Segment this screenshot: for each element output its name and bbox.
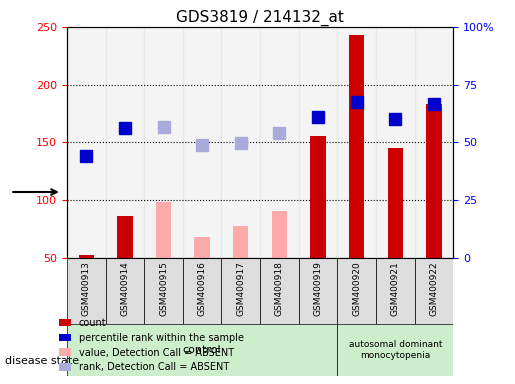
Bar bbox=[194, 237, 210, 258]
Text: GSM400916: GSM400916 bbox=[198, 261, 207, 316]
Text: GSM400921: GSM400921 bbox=[391, 261, 400, 316]
Bar bbox=[144, 27, 183, 258]
Bar bbox=[156, 202, 171, 258]
Text: disease state: disease state bbox=[5, 356, 79, 366]
Text: GSM400920: GSM400920 bbox=[352, 261, 361, 316]
Text: autosomal dominant
monocytopenia: autosomal dominant monocytopenia bbox=[349, 340, 442, 360]
Legend: count, percentile rank within the sample, value, Detection Call = ABSENT, rank, : count, percentile rank within the sample… bbox=[56, 315, 247, 375]
FancyBboxPatch shape bbox=[299, 258, 337, 324]
Bar bbox=[376, 27, 415, 258]
Text: GSM400914: GSM400914 bbox=[121, 261, 129, 316]
FancyBboxPatch shape bbox=[337, 324, 453, 376]
Bar bbox=[78, 255, 94, 258]
Bar bbox=[183, 27, 221, 258]
Bar bbox=[310, 136, 325, 258]
FancyBboxPatch shape bbox=[415, 258, 453, 324]
Bar bbox=[67, 27, 106, 258]
Bar bbox=[349, 35, 364, 258]
Text: GSM400922: GSM400922 bbox=[430, 261, 438, 316]
Text: GSM400919: GSM400919 bbox=[314, 261, 322, 316]
FancyBboxPatch shape bbox=[144, 258, 183, 324]
Text: GSM400918: GSM400918 bbox=[275, 261, 284, 316]
FancyBboxPatch shape bbox=[337, 258, 376, 324]
Bar bbox=[117, 216, 133, 258]
FancyBboxPatch shape bbox=[183, 258, 221, 324]
Text: control: control bbox=[183, 345, 221, 355]
Bar bbox=[272, 212, 287, 258]
Bar bbox=[426, 104, 442, 258]
Text: GSM400917: GSM400917 bbox=[236, 261, 245, 316]
FancyBboxPatch shape bbox=[260, 258, 299, 324]
Bar bbox=[233, 227, 249, 258]
FancyBboxPatch shape bbox=[221, 258, 260, 324]
FancyBboxPatch shape bbox=[67, 258, 106, 324]
Text: GSM400913: GSM400913 bbox=[82, 261, 91, 316]
Bar bbox=[221, 27, 260, 258]
Bar bbox=[387, 148, 403, 258]
Bar bbox=[106, 27, 144, 258]
Bar bbox=[260, 27, 299, 258]
Bar bbox=[337, 27, 376, 258]
FancyBboxPatch shape bbox=[106, 258, 144, 324]
Title: GDS3819 / 214132_at: GDS3819 / 214132_at bbox=[176, 9, 344, 25]
Bar bbox=[415, 27, 453, 258]
Bar bbox=[299, 27, 337, 258]
FancyBboxPatch shape bbox=[67, 324, 337, 376]
Text: GSM400915: GSM400915 bbox=[159, 261, 168, 316]
FancyBboxPatch shape bbox=[376, 258, 415, 324]
